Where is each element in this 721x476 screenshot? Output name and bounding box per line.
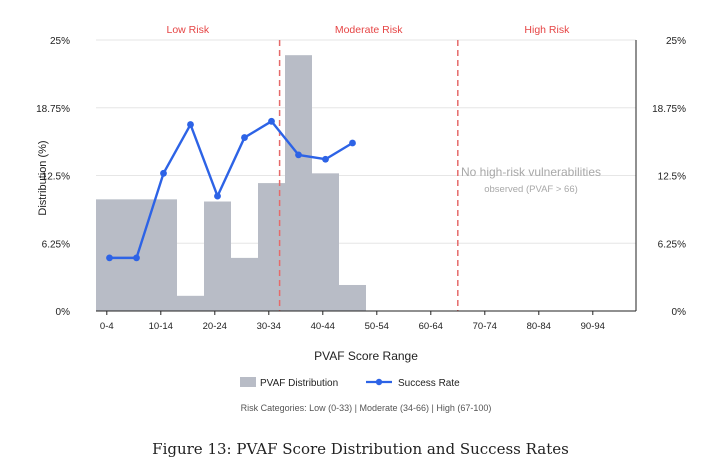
success-rate-point [295,151,302,159]
y-tick-label-right: 0% [672,307,687,318]
annotation-line-2: observed (PVAF > 66) [484,184,578,195]
x-tick-label: 70-74 [473,321,497,332]
success-rate-line [109,120,354,260]
x-tick-label: 40-44 [311,321,335,332]
success-rate-series [106,117,356,262]
success-rate-point [214,192,221,200]
x-tick-label: 90-94 [581,321,605,332]
axes: 0% 0% 6.25% 6.25% 12.5% 12.5% 18.75% 18.75% 25% 2… [36,36,686,332]
risk-region-label: High Risk [524,24,570,36]
distribution-bar [204,201,231,311]
y-tick-label-left: 25% [50,36,70,47]
risk-thresholds [278,40,459,311]
success-rate-point [187,121,194,128]
legend-label-distribution: PVAF Distribution [260,378,338,389]
legend: PVAF Distribution Success Rate [240,377,460,389]
y-tick-label-left: 0% [56,307,71,318]
x-tick-label: 20-24 [203,321,227,332]
y-tick-label-right: 6.25% [658,239,686,250]
y-tick-label-left: 12.5% [42,172,70,183]
risk-region-label: Moderate Risk [335,24,403,36]
distribution-bar [339,284,366,311]
success-rate-point [106,254,113,262]
x-tick-label: 50-54 [365,321,389,332]
x-tick-label: 10-14 [149,321,173,332]
pvaf-chart: 0% 0% 6.25% 6.25% 12.5% 12.5% 18.75% 18.75% 25% 2… [36,24,686,413]
x-tick-label: 60-64 [419,321,443,332]
y-tick-label-right: 18.75% [652,104,686,115]
success-rate-point [160,169,167,177]
x-tick-label: 30-34 [257,321,281,332]
x-tick-label: 0-4 [100,321,114,332]
x-axis-label: PVAF Score Range [314,349,418,363]
y-tick-label-right: 25% [666,36,686,47]
chart-labels: Distribution (%) PVAF Score Range No hig… [37,24,601,413]
distribution-bar [177,295,204,311]
annotation-line-1: No high-risk vulnerabilities [461,165,601,179]
x-tick-label: 80-84 [527,321,551,332]
distribution-bar [285,55,312,312]
success-rate-point [349,139,356,147]
y-tick-label-right: 12.5% [658,172,686,183]
distribution-bars [96,55,366,312]
distribution-bar [231,257,258,311]
y-tick-label-left: 18.75% [36,104,70,115]
figure-caption: Figure 13: PVAF Score Distribution and S… [152,440,569,458]
distribution-bar [258,183,285,311]
success-rate-point [268,117,275,125]
legend-label-success: Success Rate [398,378,460,389]
y-axis-label: Distribution (%) [37,140,49,215]
success-rate-point [322,155,329,163]
risk-region-label: Low Risk [166,24,209,36]
legend-swatch-distribution [240,377,256,387]
success-rate-point [133,254,140,262]
y-tick-label-left: 6.25% [42,239,70,250]
legend-swatch-success-marker [375,378,383,386]
distribution-bar [312,173,339,311]
success-rate-point [241,134,248,141]
footnote: Risk Categories: Low (0-33) | Moderate (… [241,403,492,413]
